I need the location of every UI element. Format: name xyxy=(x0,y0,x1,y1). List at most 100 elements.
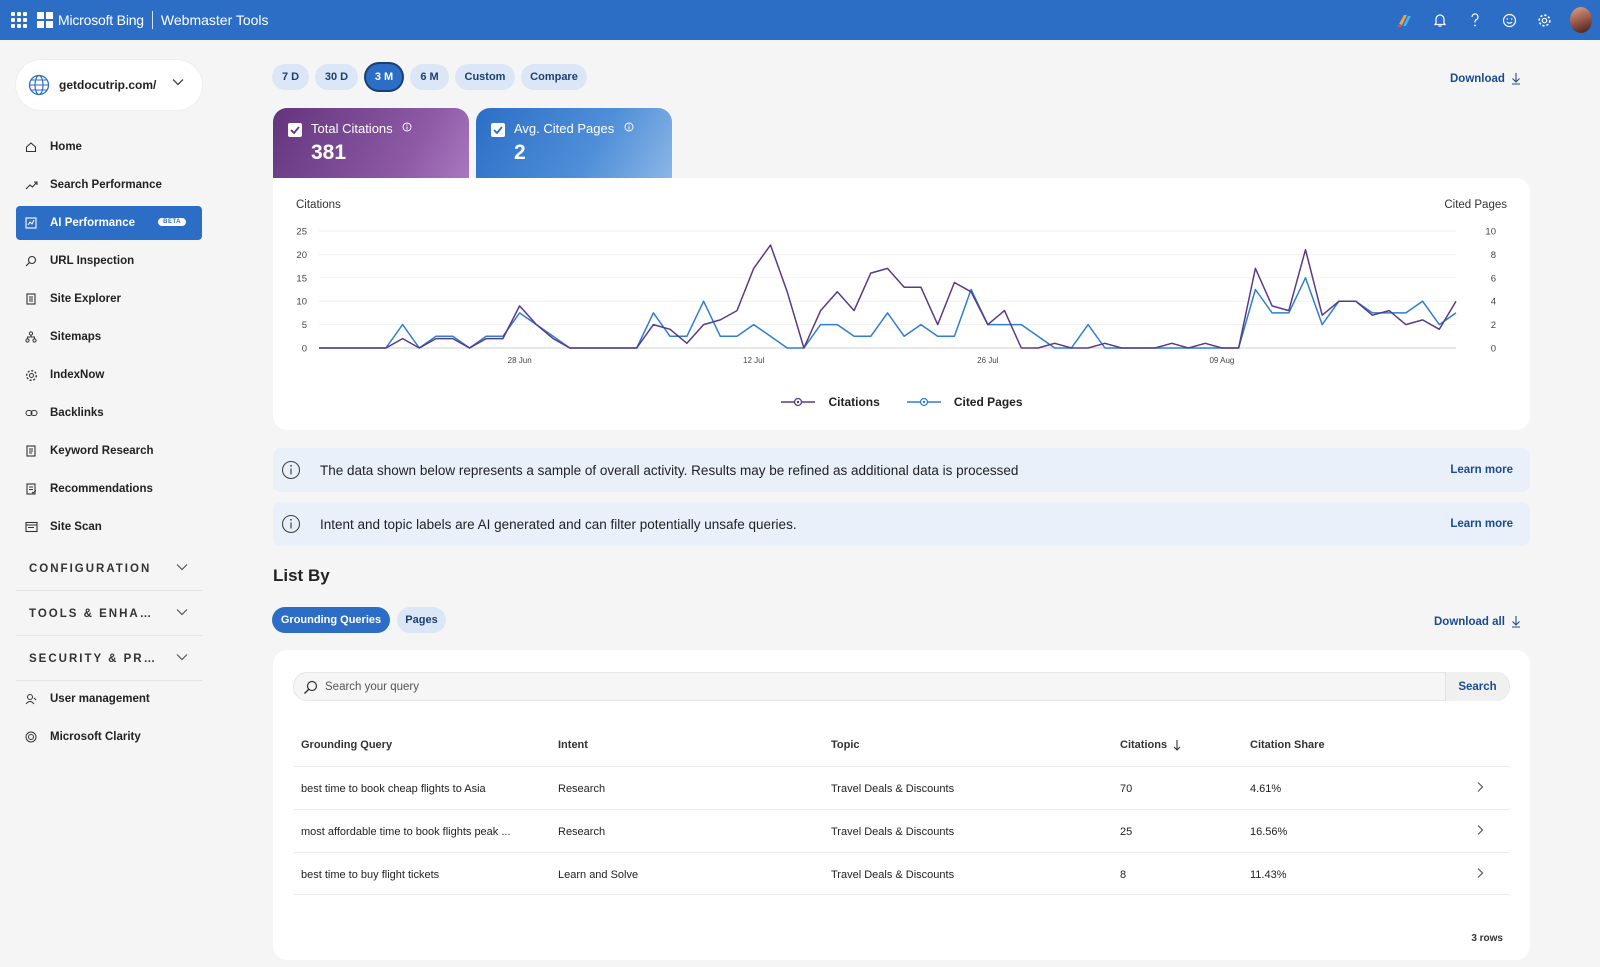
clarity-icon xyxy=(24,730,38,744)
chevron-down-icon xyxy=(172,79,184,86)
info-icon[interactable] xyxy=(624,122,634,132)
column-header-citations[interactable]: Citations xyxy=(1120,739,1181,751)
range-30d-button[interactable]: 30 D xyxy=(315,64,358,90)
column-header-grounding-query[interactable]: Grounding Query xyxy=(301,739,393,751)
range-6m-button[interactable]: 6 M xyxy=(410,64,449,90)
metric-total-citations[interactable]: Total Citations 381 xyxy=(273,108,469,178)
section-configuration[interactable]: CONFIGURATION xyxy=(16,547,202,591)
total-citations-checkbox[interactable] xyxy=(288,123,302,137)
y-left-tick-label: 10 xyxy=(296,297,307,308)
brand-name[interactable]: Microsoft Bing xyxy=(58,12,144,28)
x-tick-label: 28 Jun xyxy=(508,356,532,365)
column-header-intent[interactable]: Intent xyxy=(558,739,588,751)
cell-intent: Learn and Solve xyxy=(558,869,639,881)
cell-query: best time to book cheap flights to Asia xyxy=(301,783,486,795)
product-name[interactable]: Webmaster Tools xyxy=(160,12,269,28)
sidebar-item-label: Microsoft Clarity xyxy=(50,731,141,743)
download-button[interactable]: Download xyxy=(1450,72,1521,85)
chevron-right-icon[interactable] xyxy=(1476,781,1484,793)
cell-query: best time to buy flight tickets xyxy=(301,869,440,881)
top-bar-actions xyxy=(1395,0,1592,40)
cell-topic: Travel Deals & Discounts xyxy=(831,869,955,881)
cell-topic: Travel Deals & Discounts xyxy=(831,783,955,795)
list-by-title: List By xyxy=(273,566,330,585)
chart-card: Citations Cited Pages 0 5 10 15 20 25 0 2 4 6 8 10 2… xyxy=(273,178,1530,430)
sidebar-nav-bottom: User management Microsoft Clarity xyxy=(16,682,202,758)
query-search-input[interactable] xyxy=(325,673,1415,700)
column-header-citation-share[interactable]: Citation Share xyxy=(1250,739,1325,751)
table-row[interactable]: best time to book cheap flights to Asia … xyxy=(293,766,1510,809)
user-icon xyxy=(24,692,38,706)
sidebar-item-recommendations[interactable]: Recommendations xyxy=(16,472,202,506)
scan-icon xyxy=(24,520,38,534)
info-icon[interactable] xyxy=(402,122,412,132)
range-3m-button[interactable]: 3 M xyxy=(366,64,402,90)
sidebar-item-user-management[interactable]: User management xyxy=(16,682,202,716)
sidebar-item-search-performance[interactable]: Search Performance xyxy=(16,168,202,202)
y-left-tick-label: 0 xyxy=(302,344,307,355)
sidebar-item-keyword-research[interactable]: Keyword Research xyxy=(16,434,202,468)
section-tools-enhancements[interactable]: TOOLS & ENHANCEMENTS xyxy=(16,592,202,636)
feedback-smiley-icon[interactable] xyxy=(1500,11,1519,30)
table-row[interactable]: most affordable time to book flights pea… xyxy=(293,809,1510,852)
table-row[interactable]: best time to buy flight tickets Learn an… xyxy=(293,852,1510,895)
sidebar-item-ai-performance[interactable]: AI Performance BETA xyxy=(16,206,202,240)
metric-avg-cited-pages[interactable]: Avg. Cited Pages 2 xyxy=(476,108,672,178)
chevron-down-icon xyxy=(176,564,188,571)
sidebar-item-home[interactable]: Home xyxy=(16,130,202,164)
section-security-privacy[interactable]: SECURITY & PRIVACY xyxy=(16,637,202,681)
legend-item-citations[interactable]: Citations xyxy=(780,395,880,409)
legend-item-cited-pages[interactable]: Cited Pages xyxy=(906,395,1023,409)
search-button[interactable]: Search xyxy=(1445,672,1509,701)
gear-icon[interactable] xyxy=(1535,11,1554,30)
user-avatar[interactable] xyxy=(1570,7,1592,33)
range-7d-button[interactable]: 7 D xyxy=(272,64,309,90)
info-icon xyxy=(281,514,301,534)
checkmark-icon xyxy=(493,126,503,134)
sitemap-icon xyxy=(24,330,38,344)
bell-icon[interactable] xyxy=(1430,11,1449,30)
sidebar-item-label: Site Explorer xyxy=(50,293,121,305)
top-bar: Microsoft Bing Webmaster Tools xyxy=(0,0,1600,40)
y-right-tick-label: 2 xyxy=(1491,320,1496,331)
site-selector[interactable]: getdocutrip.com/ xyxy=(16,60,202,110)
search-icon xyxy=(24,254,38,268)
learn-more-link[interactable]: Learn more xyxy=(1450,464,1513,476)
sidebar-item-site-scan[interactable]: Site Scan xyxy=(16,510,202,544)
chevron-right-icon[interactable] xyxy=(1476,867,1484,879)
avg-cited-pages-checkbox[interactable] xyxy=(491,123,505,137)
sort-descending-icon xyxy=(1173,740,1181,751)
download-all-button[interactable]: Download all xyxy=(1434,615,1521,628)
apps-grid-icon[interactable] xyxy=(11,12,27,28)
sidebar-item-url-inspection[interactable]: URL Inspection xyxy=(16,244,202,278)
download-all-label: Download all xyxy=(1434,615,1505,628)
cell-citation-share: 4.61% xyxy=(1250,783,1282,795)
chevron-right-icon[interactable] xyxy=(1476,824,1484,836)
banner-text: Intent and topic labels are AI generated… xyxy=(320,516,797,532)
metric-value: 381 xyxy=(311,141,347,164)
y-left-tick-label: 5 xyxy=(302,320,307,331)
compare-button[interactable]: Compare xyxy=(521,64,587,90)
site-name: getdocutrip.com/ xyxy=(59,78,157,92)
line-chart[interactable]: 0 5 10 15 20 25 0 2 4 6 8 10 28 Jun 12 Jul 26 Jul 09 Au… xyxy=(273,178,1530,378)
document-icon xyxy=(24,292,38,306)
y-right-tick-label: 0 xyxy=(1491,344,1496,355)
tab-grounding-queries[interactable]: Grounding Queries xyxy=(272,607,390,633)
range-custom-button[interactable]: Custom xyxy=(455,64,515,90)
tab-pages[interactable]: Pages xyxy=(397,607,446,633)
sidebar-item-microsoft-clarity[interactable]: Microsoft Clarity xyxy=(16,720,202,754)
copilot-icon[interactable] xyxy=(1395,11,1414,30)
sidebar-item-label: User management xyxy=(50,693,150,705)
home-icon xyxy=(24,140,38,154)
sidebar-item-backlinks[interactable]: Backlinks xyxy=(16,396,202,430)
sidebar-item-site-explorer[interactable]: Site Explorer xyxy=(16,282,202,316)
cell-topic: Travel Deals & Discounts xyxy=(831,826,955,838)
learn-more-link[interactable]: Learn more xyxy=(1450,518,1513,530)
search-icon xyxy=(304,680,318,694)
sidebar-item-sitemaps[interactable]: Sitemaps xyxy=(16,320,202,354)
help-icon[interactable] xyxy=(1465,11,1484,30)
sidebar-item-indexnow[interactable]: IndexNow xyxy=(16,358,202,392)
gear-icon xyxy=(24,368,38,382)
cell-citation-share: 16.56% xyxy=(1250,826,1288,838)
column-header-topic[interactable]: Topic xyxy=(831,739,860,751)
